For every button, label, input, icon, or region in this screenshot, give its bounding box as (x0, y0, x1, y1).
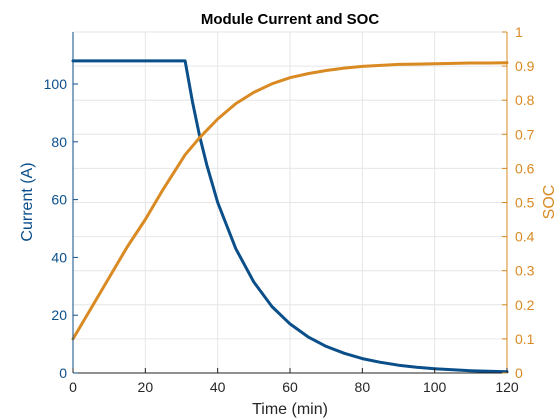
left-y-axis-label: Current (A) (19, 162, 36, 241)
right-y-tick-label: 0.2 (515, 297, 535, 313)
x-axis-label: Time (min) (252, 401, 328, 418)
x-tick-label: 0 (69, 379, 77, 395)
right-y-tick-label: 0.4 (515, 229, 535, 245)
right-y-tick-label: 0.1 (515, 331, 535, 347)
x-tick-label: 20 (138, 379, 154, 395)
grid (72, 31, 508, 374)
right-y-tick-label: 1 (515, 24, 523, 40)
current-series-line (71, 59, 509, 374)
left-y-tick-label: 40 (51, 249, 67, 265)
left-y-tick-label: 100 (44, 76, 68, 92)
ticks: 0 20 40 60 80 100 12002040608010000.10.20.30.4… (44, 24, 535, 395)
x-tick-label: 120 (495, 379, 519, 395)
left-y-tick-label: 0 (59, 365, 67, 381)
left-y-tick-label: 80 (51, 134, 67, 150)
x-tick-label: 60 (282, 379, 298, 395)
right-y-tick-label: 0.6 (515, 160, 535, 176)
x-tick-label: 40 (210, 379, 226, 395)
series-layer (71, 59, 509, 374)
x-tick-label: 100 (423, 379, 447, 395)
left-y-tick-label: 20 (51, 307, 67, 323)
chart-title: Module Current and SOC (201, 11, 380, 28)
right-y-tick-label: 0.9 (515, 58, 535, 74)
right-y-tick-label: 0.8 (515, 92, 535, 108)
right-y-axis-label: SOC (541, 185, 558, 220)
x-tick-label: 80 (355, 379, 371, 395)
right-y-tick-label: 0 (515, 365, 523, 381)
right-y-tick-label: 0.5 (515, 195, 535, 211)
right-y-tick-label: 0.7 (515, 126, 535, 142)
left-y-tick-label: 60 (51, 192, 67, 208)
soc-series-line (71, 61, 509, 341)
right-y-tick-label: 0.3 (515, 263, 535, 279)
